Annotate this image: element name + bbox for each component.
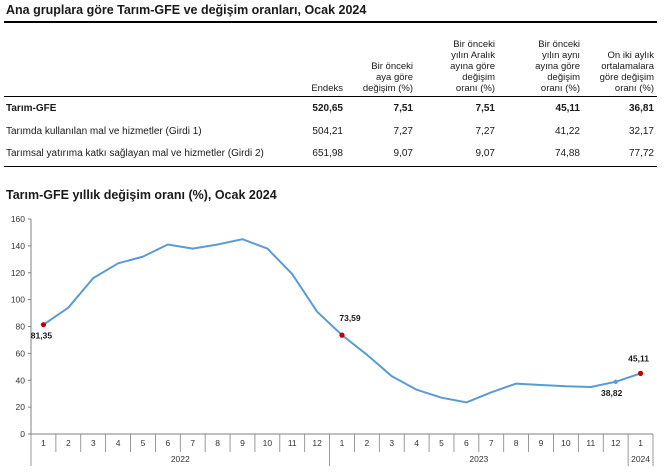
x-tick-label: 7 — [190, 438, 195, 448]
column-header-line: ortalamalara — [601, 61, 654, 72]
x-tick-label: 9 — [539, 438, 544, 448]
x-tick-label: 1 — [638, 438, 643, 448]
table-cell: 74,88 — [554, 148, 580, 159]
data-point-marker — [637, 370, 644, 376]
x-tick-label: 10 — [561, 438, 571, 448]
x-tick-label: 8 — [215, 438, 220, 448]
column-header: On iki aylık ortalamalara göre değişim oran… — [600, 50, 654, 94]
x-tick-label: 6 — [464, 438, 469, 448]
x-tick-label: 5 — [439, 438, 444, 448]
column-header-line: göre değişim — [599, 72, 654, 83]
x-tick-label: 12 — [312, 438, 322, 448]
data-label: 38,82 — [601, 388, 623, 398]
table-cell: 9,07 — [475, 148, 495, 159]
table-title: Ana gruplara göre Tarım-GFE ve değişim o… — [6, 3, 367, 17]
table-cell: 36,81 — [628, 103, 654, 114]
column-header-line: oranı (%) — [540, 83, 580, 94]
y-tick-label: 160 — [11, 214, 25, 224]
table-cell: 651,98 — [312, 148, 343, 159]
data-point-marker — [613, 379, 618, 385]
table-cell: 7,51 — [475, 103, 495, 114]
column-header-line: On iki aylık — [607, 50, 654, 61]
table-cell: 9,07 — [393, 148, 413, 159]
table-top-rule — [4, 21, 657, 23]
column-header: Endeks — [311, 83, 343, 94]
chart-title: Tarım-GFE yıllık değişim oranı (%), Ocak… — [6, 188, 277, 202]
y-tick-label: 140 — [11, 241, 25, 251]
x-tick-label: 1 — [41, 438, 46, 448]
y-tick-label: 80 — [16, 322, 26, 332]
data-label: 81,35 — [31, 331, 53, 341]
column-header-line: değişim — [462, 72, 495, 83]
x-tick-label: 2 — [365, 438, 370, 448]
year-label: 2023 — [469, 454, 488, 464]
y-tick-label: 0 — [20, 429, 25, 439]
x-tick-label: 12 — [611, 438, 621, 448]
column-header: Bir önceki aya göre değişim (%) — [363, 61, 413, 94]
table-cell: 7,27 — [475, 126, 495, 137]
x-tick-label: 10 — [263, 438, 273, 448]
x-tick-label: 3 — [91, 438, 96, 448]
column-header-line: ayına göre — [535, 61, 580, 72]
row-label: Tarım-GFE — [6, 103, 57, 114]
x-tick-label: 1 — [340, 438, 345, 448]
column-header-line: yılın Aralık — [451, 50, 495, 61]
y-tick-label: 100 — [11, 295, 25, 305]
column-header-line: Endeks — [311, 83, 343, 94]
data-point-marker — [339, 332, 345, 338]
table-cell: 77,72 — [628, 148, 654, 159]
table-cell: 504,21 — [312, 126, 343, 137]
year-label: 2024 — [631, 454, 650, 464]
table-cell: 7,51 — [393, 103, 413, 114]
column-header-line: Bir önceki — [453, 39, 495, 50]
x-tick-label: 11 — [288, 438, 297, 448]
y-tick-label: 40 — [16, 375, 26, 385]
column-header-line: ayına göre — [450, 61, 495, 72]
x-tick-label: 4 — [116, 438, 121, 448]
column-header-line: oranı (%) — [455, 83, 495, 94]
table-bottom-rule — [4, 166, 657, 167]
data-label: 45,11 — [628, 353, 649, 363]
x-tick-label: 5 — [141, 438, 146, 448]
table-cell: 45,11 — [555, 103, 580, 114]
y-tick-label: 20 — [16, 402, 26, 412]
column-header-line: aya göre — [376, 72, 413, 83]
column-header: Bir önceki yılın aynı ayına göre değişim ora… — [535, 39, 580, 94]
column-header-line: Bir önceki — [538, 39, 580, 50]
x-tick-label: 6 — [165, 438, 170, 448]
data-label: 73,59 — [339, 313, 361, 323]
x-tick-label: 9 — [240, 438, 245, 448]
y-tick-label: 120 — [11, 268, 25, 278]
table-cell: 32,17 — [628, 126, 654, 137]
table-cell: 520,65 — [312, 103, 343, 114]
column-header-line: yılın aynı — [541, 50, 580, 61]
x-tick-label: 4 — [414, 438, 419, 448]
data-point-marker — [40, 322, 47, 328]
y-tick-label: 60 — [16, 348, 26, 358]
table-cell: 7,27 — [393, 126, 413, 137]
column-header-line: değişim — [547, 72, 580, 83]
row-label: Tarımda kullanılan mal ve hizmetler (Gir… — [6, 126, 202, 137]
row-label: Tarımsal yatırıma katkı sağlayan mal ve … — [6, 148, 264, 159]
x-tick-label: 2 — [66, 438, 71, 448]
year-label: 2022 — [171, 454, 190, 464]
column-header-line: değişim (%) — [362, 83, 413, 94]
table-cell: 41,22 — [554, 126, 580, 137]
x-tick-label: 7 — [489, 438, 494, 448]
x-tick-label: 3 — [389, 438, 394, 448]
x-tick-label: 11 — [586, 438, 595, 448]
column-header-line: oranı (%) — [614, 83, 654, 94]
table-header-rule — [4, 96, 657, 97]
x-tick-label: 8 — [514, 438, 519, 448]
column-header-line: Bir önceki — [371, 61, 413, 72]
column-header: Bir önceki yılın Aralık ayına göre değişim o… — [450, 39, 495, 94]
